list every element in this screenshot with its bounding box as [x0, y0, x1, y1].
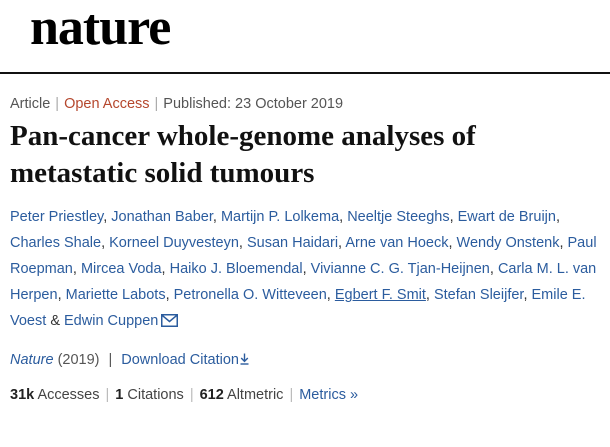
citation-separator: |: [108, 352, 113, 368]
author-link[interactable]: Wendy Onstenk: [456, 235, 560, 251]
article-meta: Article | Open Access | Published: 23 Octobe…: [10, 96, 602, 112]
masthead: nature: [0, 0, 610, 72]
author-link[interactable]: Arne van Hoeck: [345, 235, 449, 251]
citations-label: Citations: [127, 387, 184, 403]
metrics-link[interactable]: Metrics »: [299, 387, 358, 403]
author-link[interactable]: Korneel Duyvesteyn: [109, 235, 239, 251]
accesses-label: Accesses: [37, 387, 100, 403]
meta-separator: |: [154, 96, 159, 112]
article-header: Article | Open Access | Published: 23 Octobe…: [0, 96, 610, 403]
author-link-hovered[interactable]: Egbert F. Smit: [334, 287, 426, 303]
citations-count: 1: [115, 387, 124, 403]
citation-year: (2019): [57, 352, 100, 368]
download-arrow-icon: [240, 353, 249, 369]
author-link[interactable]: Peter Priestley: [10, 209, 104, 225]
metrics-link-label: Metrics: [299, 387, 346, 403]
author-link[interactable]: Carla M. L. van Herpen: [10, 261, 597, 303]
nature-logo[interactable]: nature: [30, 0, 171, 56]
author-link[interactable]: Mariette Labots: [65, 287, 166, 303]
article-title: Pan-cancer whole-genome analyses of meta…: [10, 120, 476, 189]
author-link[interactable]: Stefan Sleijfer: [433, 287, 524, 303]
accesses-count: 31k: [10, 387, 35, 403]
metrics-separator: |: [289, 387, 294, 403]
meta-separator: |: [55, 96, 60, 112]
download-citation-link[interactable]: Download Citation: [121, 352, 249, 368]
article-metrics: 31k Accesses | 1 Citations | 612 Altmetric | M…: [10, 387, 602, 403]
author-link[interactable]: Martijn P. Lolkema: [220, 209, 340, 225]
metrics-separator: |: [105, 387, 110, 403]
author-link[interactable]: Neeltje Steeghs: [347, 209, 450, 225]
author-list: Peter Priestley, Jonathan Baber, Martijn…: [10, 204, 602, 336]
author-link-corresponding[interactable]: Edwin Cuppen: [64, 313, 159, 329]
chevron-right-icon: »: [349, 387, 359, 403]
citation-line: Nature (2019) | Download Citation: [10, 352, 602, 369]
author-link[interactable]: Mircea Voda: [80, 261, 162, 277]
author-link[interactable]: Paul Roepman: [10, 235, 597, 277]
open-access-badge: Open Access: [64, 96, 150, 112]
published-date: Published: 23 October 2019: [163, 96, 344, 112]
author-link[interactable]: Petronella O. Witteveen: [173, 287, 327, 303]
author-link[interactable]: Haiko J. Bloemendal: [169, 261, 303, 277]
download-citation-label: Download Citation: [121, 352, 239, 368]
author-link[interactable]: Jonathan Baber: [111, 209, 213, 225]
altmetric-count: 612: [199, 387, 224, 403]
altmetric-label: Altmetric: [227, 387, 284, 403]
article-type: Article: [10, 96, 51, 112]
author-link[interactable]: Vivianne C. G. Tjan-Heijnen: [310, 261, 490, 277]
author-link[interactable]: Ewart de Bruijn: [457, 209, 556, 225]
author-link[interactable]: Emile E. Voest: [10, 287, 586, 329]
author-link[interactable]: Susan Haidari: [246, 235, 339, 251]
author-link[interactable]: Charles Shale: [10, 235, 102, 251]
masthead-divider: [0, 72, 610, 74]
mail-icon[interactable]: [161, 310, 179, 336]
author-join: &: [50, 313, 60, 329]
metrics-separator: |: [189, 387, 194, 403]
journal-link[interactable]: Nature: [10, 352, 54, 368]
